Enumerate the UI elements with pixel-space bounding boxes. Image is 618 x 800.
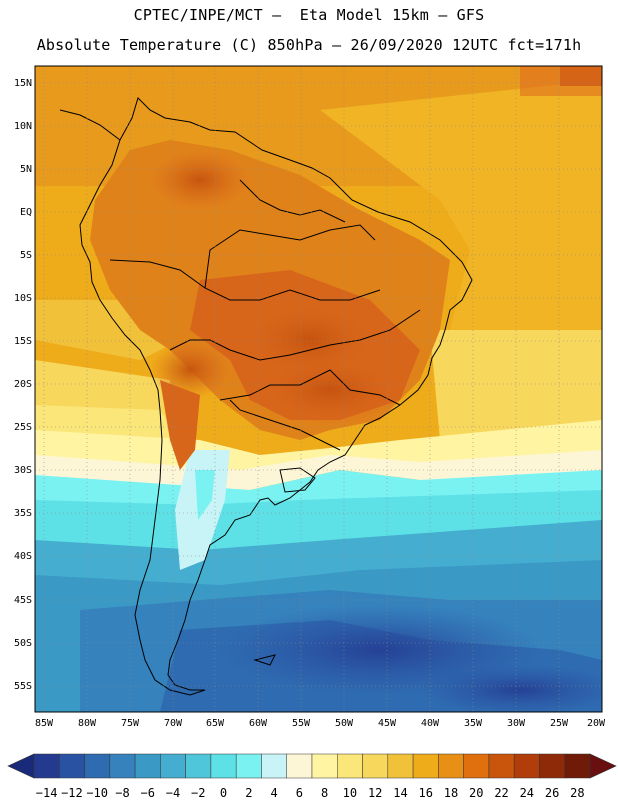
lat-label: 5S [20, 250, 32, 261]
longitude-axis: 85W 80W 75W 70W 65W 60W 55W 50W 45W 40W … [35, 718, 606, 729]
lat-label: 20S [14, 379, 32, 390]
lon-label: 30W [507, 718, 526, 729]
colorbar-label: 20 [469, 786, 483, 800]
colorbar-swatch [463, 753, 490, 779]
colorbar-label: 26 [545, 786, 559, 800]
colorbar-label: −6 [141, 786, 155, 800]
colorbar-label: 6 [296, 786, 303, 800]
colorbar-label: −14 [36, 786, 58, 800]
colorbar-swatch [33, 753, 60, 779]
colorbar-swatch [109, 753, 136, 779]
lat-label: 25S [14, 422, 32, 433]
lat-label: 15N [14, 78, 32, 89]
lon-label: 65W [206, 718, 225, 729]
lon-label: 55W [292, 718, 311, 729]
colorbar-label: 0 [220, 786, 227, 800]
chart-title-field: Absolute Temperature (C) 850hPa – 26/09/… [36, 36, 582, 54]
lat-label: EQ [20, 207, 32, 218]
chart-title-source: CPTEC/INPE/MCT – Eta Model 15km – GFS [133, 6, 485, 24]
lon-label: 80W [78, 718, 97, 729]
colorbar-swatch [438, 753, 464, 779]
colorbar-labels: −14 −12 −10 −8 −6 −4 −2 0 2 4 6 8 10 12 14 16 18 20 22 24 26… [36, 786, 585, 800]
colorbar: −14 −12 −10 −8 −6 −4 −2 0 2 4 6 8 10 12 14 16 18 20 22 24 26… [7, 753, 617, 800]
colorbar-swatch [564, 753, 591, 779]
colorbar-label: 8 [321, 786, 328, 800]
colorbar-label: 2 [245, 786, 252, 800]
lat-label: 10S [14, 293, 32, 304]
colorbar-swatch [84, 753, 111, 779]
colorbar-label: 22 [494, 786, 508, 800]
colorbar-label: −8 [115, 786, 129, 800]
colorbar-swatch [286, 753, 313, 779]
map-border [34, 65, 603, 713]
colorbar-swatch [185, 753, 212, 779]
lat-label: 40S [14, 551, 32, 562]
lat-label: 50S [14, 638, 32, 649]
colorbar-swatch [210, 753, 237, 779]
map-frame: 15N 10N 5N EQ 5S 10S 15S 20S 25S 30S 35S… [14, 65, 606, 729]
colorbar-swatch [387, 753, 414, 779]
colorbar-swatch [362, 753, 389, 779]
colorbar-label: 24 [520, 786, 534, 800]
latitude-axis: 15N 10N 5N EQ 5S 10S 15S 20S 25S 30S 35S… [14, 78, 32, 692]
lat-label: 45S [14, 595, 32, 606]
colorbar-under-arrow [7, 753, 35, 779]
temperature-field [35, 66, 602, 712]
colorbar-swatch [59, 753, 85, 779]
colorbar-swatch [337, 753, 363, 779]
colorbar-label: 18 [444, 786, 458, 800]
colorbar-swatch [488, 753, 515, 779]
lon-label: 85W [35, 718, 54, 729]
colorbar-over-arrow [589, 753, 617, 779]
lon-label: 40W [421, 718, 440, 729]
lon-label: 75W [121, 718, 140, 729]
lat-label: 5N [20, 164, 32, 175]
colorbar-label: 12 [368, 786, 382, 800]
graticule [35, 66, 602, 712]
colorbar-swatch [513, 753, 540, 779]
lat-label: 55S [14, 681, 32, 692]
coastlines [59, 97, 473, 696]
colorbar-label: −4 [166, 786, 180, 800]
lat-label: 10N [14, 121, 32, 132]
colorbar-swatch [311, 753, 338, 779]
colorbar-label: 16 [419, 786, 433, 800]
colorbar-swatch [412, 753, 439, 779]
lat-label: 15S [14, 336, 32, 347]
colorbar-label: −2 [191, 786, 205, 800]
lon-label: 45W [378, 718, 397, 729]
colorbar-swatch [261, 753, 287, 779]
lon-label: 20W [587, 718, 606, 729]
colorbar-label: 28 [570, 786, 584, 800]
lat-label: 30S [14, 465, 32, 476]
colorbar-swatch [539, 753, 565, 779]
colorbar-swatch [134, 753, 161, 779]
colorbar-label: −10 [86, 786, 108, 800]
colorbar-label: 14 [393, 786, 407, 800]
colorbar-swatch [160, 753, 186, 779]
lat-label: 35S [14, 508, 32, 519]
colorbar-label: 10 [343, 786, 357, 800]
colorbar-label: 4 [270, 786, 277, 800]
colorbar-label: −12 [61, 786, 83, 800]
lon-label: 70W [164, 718, 183, 729]
lon-label: 25W [550, 718, 569, 729]
lon-label: 60W [249, 718, 268, 729]
colorbar-swatches [33, 753, 591, 779]
lon-label: 35W [464, 718, 483, 729]
colorbar-swatch [235, 753, 262, 779]
lon-label: 50W [335, 718, 354, 729]
